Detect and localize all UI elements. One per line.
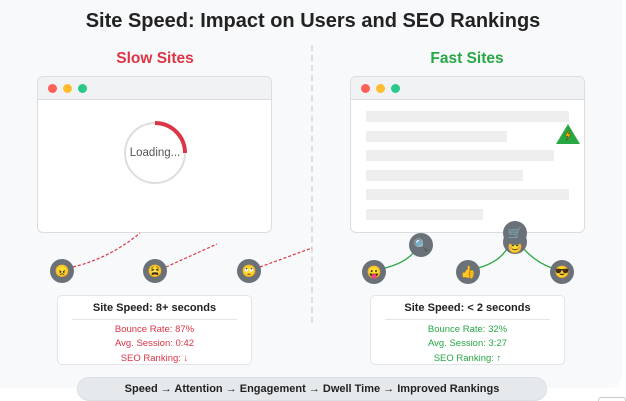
- slow-avg-session: Avg. Session: 0:42: [114, 338, 195, 349]
- center-divider: [311, 45, 313, 323]
- thumbs-up-icon: 👍: [456, 260, 480, 284]
- slow-seo-ranking: SEO Ranking: ↓: [120, 352, 189, 364]
- browser-title-bar: [38, 77, 271, 100]
- slow-sites-heading: Slow Sites: [116, 50, 194, 67]
- search-icon: 🔍: [409, 233, 433, 257]
- fast-browser-window: [350, 76, 585, 233]
- browser-title-bar: [351, 77, 584, 100]
- minimize-dot-icon: [63, 83, 72, 93]
- slow-stats-card: Site Speed: 8+ seconds Bounce Rate: 87% …: [57, 295, 252, 365]
- sunglasses-face-icon: 😎: [550, 260, 574, 284]
- skeleton-line: [366, 189, 569, 200]
- tired-face-icon: 😫: [143, 259, 167, 283]
- slow-browser-window: Loading...: [37, 76, 272, 233]
- skeleton-line: [366, 111, 569, 122]
- fast-site-speed: Site Speed: < 2 seconds: [385, 302, 550, 320]
- shopping-cart-icon: 🛒: [503, 221, 527, 245]
- fast-seo-ranking: SEO Ranking: ↑: [433, 352, 502, 364]
- grinning-face-icon: 😛: [362, 260, 386, 284]
- diagram-title: Site Speed: Impact on Users and SEO Rank…: [85, 10, 541, 32]
- skeleton-line: [366, 131, 507, 142]
- maximize-dot-icon: [78, 83, 87, 93]
- loading-text: Loading...: [129, 147, 181, 159]
- close-dot-icon: [361, 83, 370, 93]
- fast-sites-heading: Fast Sites: [430, 50, 504, 67]
- skeleton-line: [366, 170, 523, 181]
- slow-site-speed: Site Speed: 8+ seconds: [72, 302, 237, 320]
- fast-avg-session: Avg. Session: 3:27: [427, 338, 508, 349]
- partial-widget: [598, 397, 626, 401]
- slow-bounce-rate: Bounce Rate: 87%: [114, 323, 195, 335]
- maximize-dot-icon: [391, 83, 400, 93]
- skeleton-line: [366, 150, 554, 161]
- fast-bounce-rate: Bounce Rate: 32%: [427, 323, 508, 335]
- loading-spinner-icon: [124, 121, 187, 184]
- eye-roll-face-icon: 🙄: [237, 259, 261, 283]
- angry-face-icon: 😠: [50, 259, 74, 283]
- flow-summary: Speed → Attention → Engagement → Dwell T…: [77, 377, 547, 401]
- lightning-icon: [556, 124, 580, 144]
- skeleton-line: [366, 209, 483, 220]
- minimize-dot-icon: [376, 83, 385, 93]
- close-dot-icon: [48, 83, 57, 93]
- fast-stats-card: Site Speed: < 2 seconds Bounce Rate: 32%…: [370, 295, 565, 365]
